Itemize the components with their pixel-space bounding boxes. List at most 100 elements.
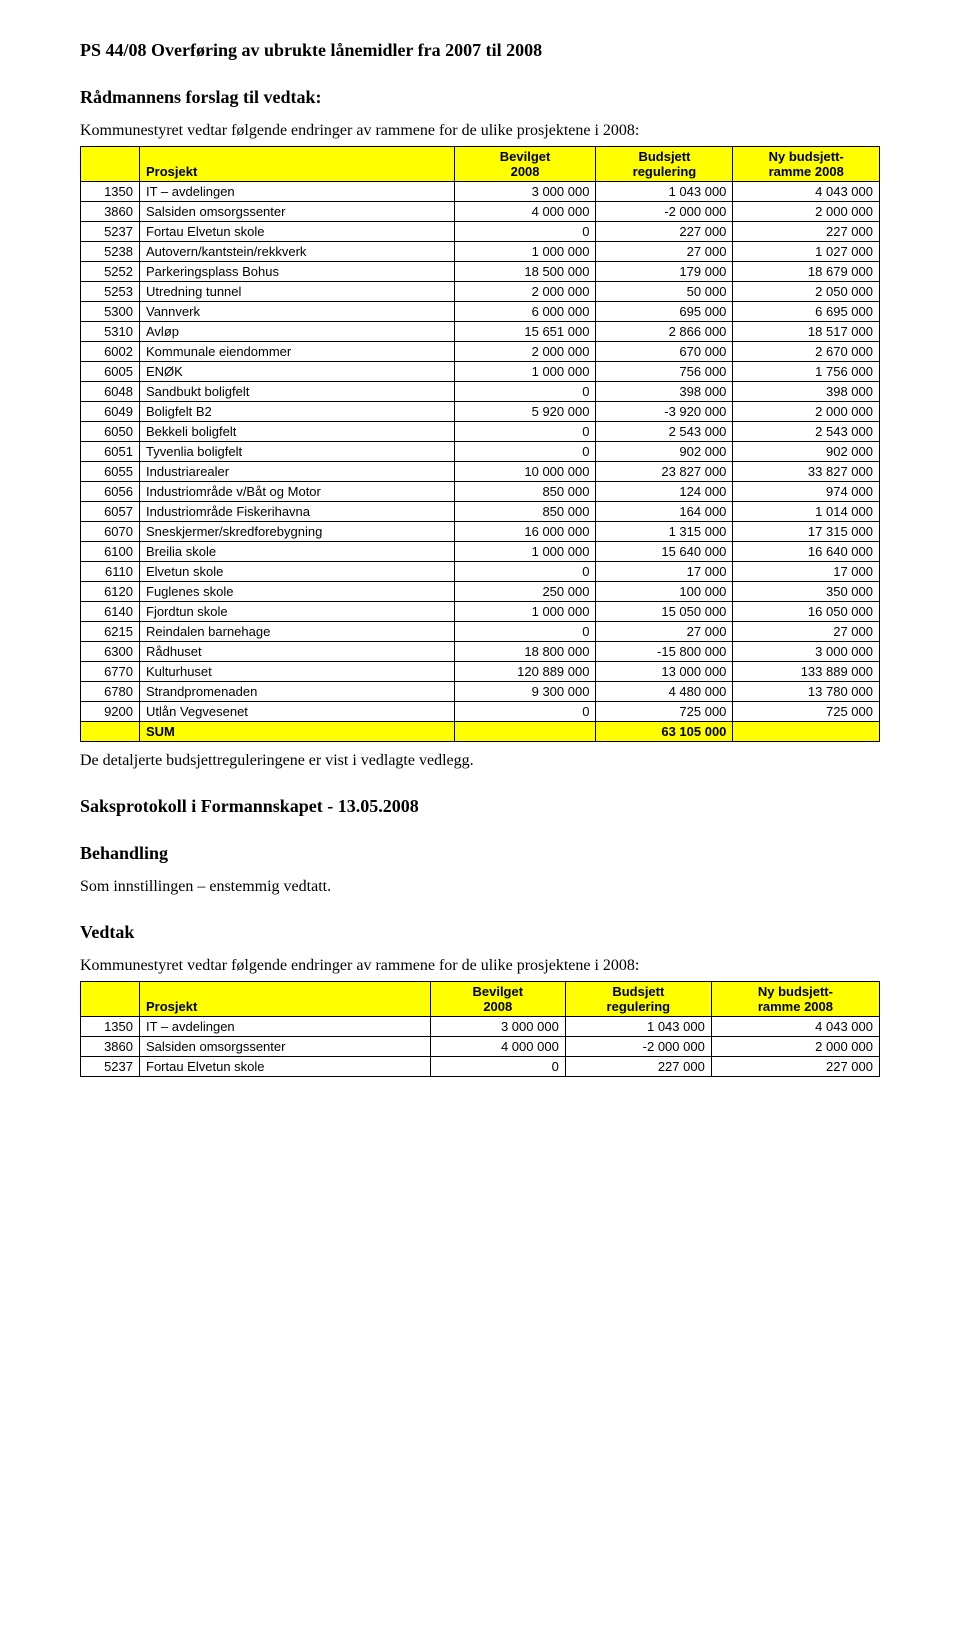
cell-id: 6100 <box>81 542 140 562</box>
cell-bev: 18 800 000 <box>454 642 596 662</box>
table-row: 5237Fortau Elvetun skole0227 000227 000 <box>81 1057 880 1077</box>
cell-name: ENØK <box>140 362 455 382</box>
cell-ny: 13 780 000 <box>733 682 880 702</box>
cell-reg: 725 000 <box>596 702 733 722</box>
cell-id <box>81 722 140 742</box>
cell-name: Fjordtun skole <box>140 602 455 622</box>
cell-ny: 6 695 000 <box>733 302 880 322</box>
col-budsjett: Budsjettregulering <box>565 982 711 1017</box>
behandling-text: Som innstillingen – enstemmig vedtatt. <box>80 878 880 896</box>
cell-ny: 17 315 000 <box>733 522 880 542</box>
cell-bev: 4 000 000 <box>430 1037 565 1057</box>
cell-ny: 2 050 000 <box>733 282 880 302</box>
cell-bev: 250 000 <box>454 582 596 602</box>
cell-id: 6215 <box>81 622 140 642</box>
table-row: 5238Autovern/kantstein/rekkverk1 000 000… <box>81 242 880 262</box>
cell-id: 5237 <box>81 1057 140 1077</box>
col-nyramme: Ny budsjett-ramme 2008 <box>733 147 880 182</box>
cell-bev: 1 000 000 <box>454 602 596 622</box>
cell-name: Fortau Elvetun skole <box>140 1057 431 1077</box>
cell-name: Fortau Elvetun skole <box>140 222 455 242</box>
cell-id: 6070 <box>81 522 140 542</box>
cell-id: 6770 <box>81 662 140 682</box>
cell-bev: 10 000 000 <box>454 462 596 482</box>
table-row: 6048Sandbukt boligfelt0398 000398 000 <box>81 382 880 402</box>
cell-reg: 17 000 <box>596 562 733 582</box>
cell-id: 1350 <box>81 182 140 202</box>
table-row: 3860Salsiden omsorgssenter4 000 000-2 00… <box>81 1037 880 1057</box>
cell-name: Bekkeli boligfelt <box>140 422 455 442</box>
cell-ny: 17 000 <box>733 562 880 582</box>
cell-reg: -2 000 000 <box>596 202 733 222</box>
cell-id: 3860 <box>81 202 140 222</box>
cell-reg: 179 000 <box>596 262 733 282</box>
cell-name: Strandpromenaden <box>140 682 455 702</box>
cell-bev: 15 651 000 <box>454 322 596 342</box>
cell-bev: 0 <box>430 1057 565 1077</box>
table-body-main: 1350IT – avdelingen3 000 0001 043 0004 0… <box>81 182 880 742</box>
cell-ny: 2 000 000 <box>733 402 880 422</box>
cell-name: IT – avdelingen <box>140 182 455 202</box>
cell-reg: 2 866 000 <box>596 322 733 342</box>
cell-ny: 227 000 <box>733 222 880 242</box>
table-row: 6100Breilia skole1 000 00015 640 00016 6… <box>81 542 880 562</box>
table-row: 5300Vannverk6 000 000695 0006 695 000 <box>81 302 880 322</box>
cell-ny: 18 679 000 <box>733 262 880 282</box>
cell-reg: -15 800 000 <box>596 642 733 662</box>
col-prosjekt: Prosjekt <box>140 982 431 1017</box>
table-row: 6300Rådhuset18 800 000-15 800 0003 000 0… <box>81 642 880 662</box>
cell-bev: 0 <box>454 702 596 722</box>
cell-bev: 0 <box>454 442 596 462</box>
cell-name: Fuglenes skole <box>140 582 455 602</box>
cell-id: 6120 <box>81 582 140 602</box>
cell-name: Vannverk <box>140 302 455 322</box>
cell-name: Autovern/kantstein/rekkverk <box>140 242 455 262</box>
table-row: 6770Kulturhuset120 889 00013 000 000133 … <box>81 662 880 682</box>
cell-ny: 4 043 000 <box>711 1017 879 1037</box>
table-row: 6057Industriområde Fiskerihavna850 00016… <box>81 502 880 522</box>
table-row: 6055Industriarealer10 000 00023 827 0003… <box>81 462 880 482</box>
cell-bev: 120 889 000 <box>454 662 596 682</box>
cell-bev: 0 <box>454 382 596 402</box>
col-budsjett: Budsjettregulering <box>596 147 733 182</box>
cell-reg: 4 480 000 <box>596 682 733 702</box>
table-header-row: Prosjekt Bevilget2008 Budsjettregulering… <box>81 147 880 182</box>
table-row: 6005ENØK1 000 000756 0001 756 000 <box>81 362 880 382</box>
cell-reg: 1 043 000 <box>596 182 733 202</box>
cell-bev: 16 000 000 <box>454 522 596 542</box>
cell-reg: 756 000 <box>596 362 733 382</box>
cell-id: 9200 <box>81 702 140 722</box>
cell-bev: 9 300 000 <box>454 682 596 702</box>
cell-ny: 2 670 000 <box>733 342 880 362</box>
cell-id: 5300 <box>81 302 140 322</box>
cell-bev: 2 000 000 <box>454 342 596 362</box>
cell-name: Industriområde v/Båt og Motor <box>140 482 455 502</box>
table-row: 5252Parkeringsplass Bohus18 500 000179 0… <box>81 262 880 282</box>
table-row: 5310Avløp15 651 0002 866 00018 517 000 <box>81 322 880 342</box>
cell-id: 6055 <box>81 462 140 482</box>
table-row: 6049Boligfelt B25 920 000-3 920 0002 000… <box>81 402 880 422</box>
cell-bev: 5 920 000 <box>454 402 596 422</box>
cell-id: 6780 <box>81 682 140 702</box>
cell-bev: 0 <box>454 222 596 242</box>
section-behandling: Behandling <box>80 843 880 864</box>
section-radmann-heading: Rådmannens forslag til vedtak: <box>80 87 880 108</box>
cell-reg: 227 000 <box>565 1057 711 1077</box>
cell-id: 6140 <box>81 602 140 622</box>
table-row: 6070Sneskjermer/skredforebygning16 000 0… <box>81 522 880 542</box>
cell-ny: 33 827 000 <box>733 462 880 482</box>
cell-reg: 670 000 <box>596 342 733 362</box>
cell-id: 5252 <box>81 262 140 282</box>
col-blank <box>81 147 140 182</box>
cell-bev: 850 000 <box>454 482 596 502</box>
cell-bev: 4 000 000 <box>454 202 596 222</box>
cell-bev: 3 000 000 <box>430 1017 565 1037</box>
table-row: 5237Fortau Elvetun skole0227 000227 000 <box>81 222 880 242</box>
col-bevilget: Bevilget2008 <box>454 147 596 182</box>
table-row: 1350IT – avdelingen3 000 0001 043 0004 0… <box>81 182 880 202</box>
table-row: 6050Bekkeli boligfelt02 543 0002 543 000 <box>81 422 880 442</box>
cell-id: 5237 <box>81 222 140 242</box>
table-row: 6002Kommunale eiendommer2 000 000670 000… <box>81 342 880 362</box>
cell-name: Kommunale eiendommer <box>140 342 455 362</box>
cell-reg: 398 000 <box>596 382 733 402</box>
